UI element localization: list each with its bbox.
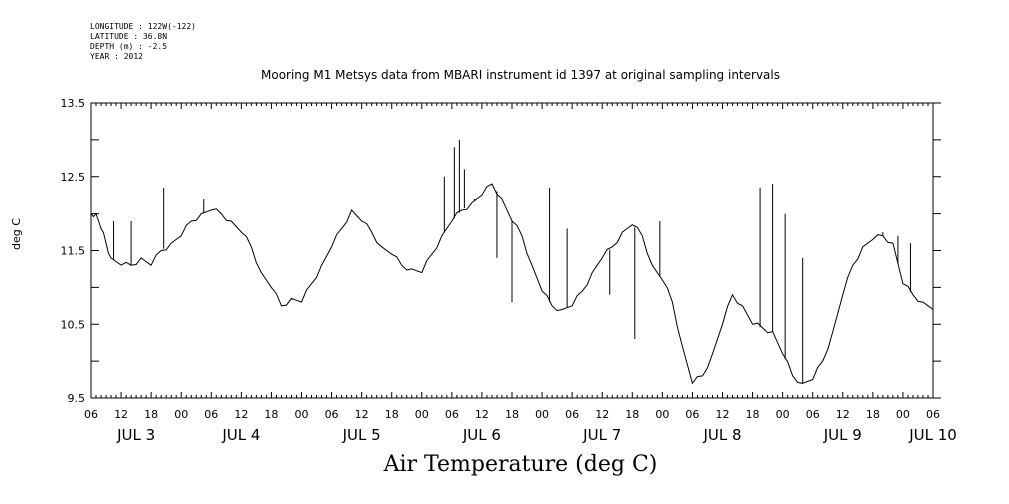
- y-tick-label: 9.5: [68, 392, 86, 405]
- x-day-label: JUL 6: [462, 426, 501, 444]
- x-tick-label: 06: [926, 408, 940, 421]
- metadata-block: LONGITUDE : 122W(-122) LATITUDE : 36.8N …: [90, 22, 196, 62]
- x-tick-label: 12: [836, 408, 850, 421]
- x-tick-label: 00: [896, 408, 910, 421]
- x-tick-label: 12: [234, 408, 248, 421]
- x-tick-label: 18: [866, 408, 880, 421]
- x-tick-label: 12: [114, 408, 128, 421]
- x-day-label: JUL 8: [702, 426, 741, 444]
- y-tick-label: 10.5: [61, 318, 86, 331]
- x-tick-label: 12: [355, 408, 369, 421]
- x-tick-label: 12: [595, 408, 609, 421]
- x-tick-label: 18: [746, 408, 760, 421]
- x-tick-label: 18: [144, 408, 158, 421]
- x-day-label: JUL 9: [823, 426, 862, 444]
- x-tick-label: 12: [716, 408, 730, 421]
- x-tick-label: 00: [295, 408, 309, 421]
- x-tick-label: 06: [84, 408, 98, 421]
- x-tick-label: 06: [685, 408, 699, 421]
- x-tick-label: 06: [565, 408, 579, 421]
- x-tick-label: 06: [806, 408, 820, 421]
- y-tick-label: 13.5: [61, 97, 86, 110]
- x-tick-label: 06: [204, 408, 218, 421]
- x-tick-label: 00: [535, 408, 549, 421]
- x-tick-label: 06: [325, 408, 339, 421]
- y-tick-label: 12.5: [61, 171, 86, 184]
- x-tick-label: 18: [505, 408, 519, 421]
- x-tick-label: 00: [776, 408, 790, 421]
- x-tick-label: 12: [475, 408, 489, 421]
- y-tick-label: 11.5: [61, 245, 86, 258]
- x-day-label: JUL 4: [221, 426, 260, 444]
- meta-year: YEAR : 2012: [90, 52, 143, 61]
- meta-latitude: LATITUDE : 36.8N: [90, 32, 168, 41]
- chart-title: Mooring M1 Metsys data from MBARI instru…: [261, 68, 780, 82]
- x-tick-label: 18: [625, 408, 639, 421]
- x-tick-label: 00: [655, 408, 669, 421]
- x-day-label: JUL 5: [342, 426, 381, 444]
- x-tick-label: 18: [264, 408, 278, 421]
- meta-longitude: LONGITUDE : 122W(-122): [90, 22, 196, 31]
- x-day-label: JUL 3: [116, 426, 155, 444]
- x-day-label: JUL 10: [908, 426, 957, 444]
- meta-depth: DEPTH (m) : -2.5: [90, 42, 168, 51]
- x-tick-label: 00: [415, 408, 429, 421]
- series-line: [90, 183, 934, 385]
- x-tick-label: 06: [445, 408, 459, 421]
- x-tick-label: 18: [385, 408, 399, 421]
- x-tick-label: 00: [174, 408, 188, 421]
- x-day-label: JUL 7: [582, 426, 621, 444]
- chart-bottom-title: Air Temperature (deg C): [383, 452, 658, 477]
